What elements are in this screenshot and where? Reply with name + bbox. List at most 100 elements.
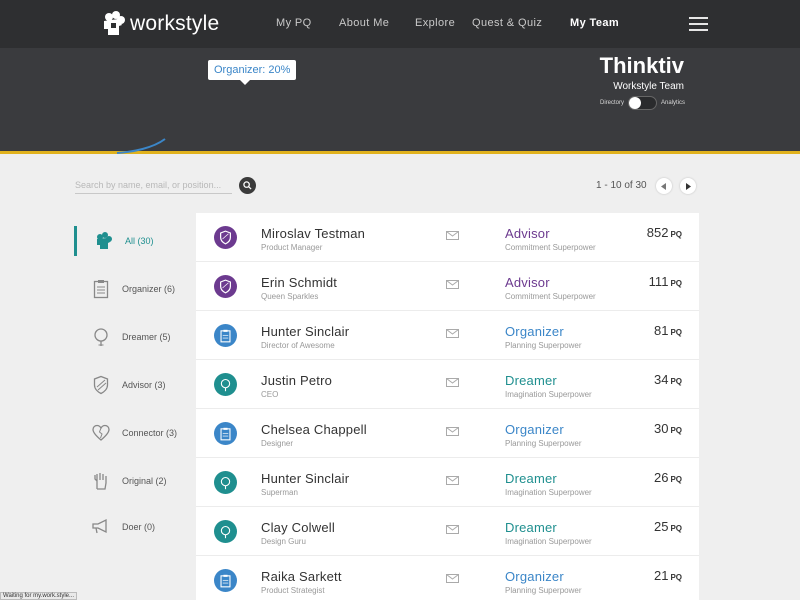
filter-label: Advisor (3) bbox=[122, 380, 166, 390]
email-icon[interactable] bbox=[446, 378, 459, 387]
browser-status-bar: Waiting for my.work.style... bbox=[0, 592, 78, 600]
filter-original[interactable]: Original (2) bbox=[74, 466, 192, 496]
company-name: Thinktiv bbox=[599, 53, 684, 78]
search-icon bbox=[243, 181, 252, 190]
table-row[interactable]: Hunter Sinclair Superman Dreamer Imagina… bbox=[196, 458, 699, 507]
pq-unit: PQ bbox=[670, 475, 682, 484]
pq-unit: PQ bbox=[670, 426, 682, 435]
view-toggle: Directory Analytics bbox=[600, 96, 685, 110]
nav-quest-quiz[interactable]: Quest & Quiz bbox=[472, 17, 543, 29]
prev-page-button[interactable] bbox=[656, 178, 672, 194]
person-title: Product Strategist bbox=[261, 586, 325, 595]
lightbulb-icon bbox=[214, 471, 237, 494]
nav-my-pq[interactable]: My PQ bbox=[276, 17, 312, 29]
workstyle-type: Organizer bbox=[505, 422, 564, 437]
chevron-right-icon bbox=[686, 182, 691, 190]
pq-score: 852 PQ bbox=[647, 225, 682, 240]
clipboard-icon bbox=[214, 324, 237, 347]
nav-about-me[interactable]: About Me bbox=[339, 17, 390, 29]
toggle-label-directory: Directory bbox=[600, 100, 625, 106]
logo-text: workstyle bbox=[130, 12, 220, 35]
brain-icon bbox=[94, 230, 114, 252]
hamburger-menu-icon[interactable] bbox=[689, 17, 708, 31]
workstyle-logo[interactable]: workstyle bbox=[102, 10, 219, 38]
filter-all[interactable]: All (30) bbox=[74, 226, 192, 256]
trend-curve bbox=[116, 138, 166, 154]
superpower: Commitment Superpower bbox=[505, 243, 596, 252]
clipboard-icon bbox=[91, 278, 111, 300]
pq-unit: PQ bbox=[670, 524, 682, 533]
superpower: Imagination Superpower bbox=[505, 390, 592, 399]
hand-icon bbox=[91, 470, 111, 492]
pq-value: 852 bbox=[646, 225, 669, 240]
filter-dreamer[interactable]: Dreamer (5) bbox=[74, 322, 192, 352]
brain-logo-icon bbox=[104, 11, 125, 35]
table-row[interactable]: Miroslav Testman Product Manager Advisor… bbox=[196, 213, 699, 262]
person-name[interactable]: Erin Schmidt bbox=[261, 275, 338, 290]
search-input[interactable] bbox=[75, 176, 232, 194]
person-name[interactable]: Justin Petro bbox=[261, 373, 333, 388]
top-nav: workstyle My PQ About Me Explore Quest &… bbox=[0, 0, 800, 48]
table-row[interactable]: Raika Sarkett Product Strategist Organiz… bbox=[196, 556, 699, 600]
pq-value: 26 bbox=[653, 470, 669, 485]
superpower: Planning Superpower bbox=[505, 586, 582, 595]
toggle-label-analytics: Analytics bbox=[661, 100, 686, 106]
chevron-left-icon bbox=[661, 182, 666, 190]
pq-score: 34 PQ bbox=[654, 372, 682, 387]
email-icon[interactable] bbox=[446, 574, 459, 583]
superpower: Planning Superpower bbox=[505, 341, 582, 350]
person-name[interactable]: Raika Sarkett bbox=[261, 569, 342, 584]
email-icon[interactable] bbox=[446, 280, 459, 289]
email-icon[interactable] bbox=[446, 525, 459, 534]
pq-value: 21 bbox=[653, 568, 669, 583]
email-icon[interactable] bbox=[446, 476, 459, 485]
filter-label: Connector (3) bbox=[122, 428, 178, 438]
person-name[interactable]: Clay Colwell bbox=[261, 520, 335, 535]
email-icon[interactable] bbox=[446, 231, 459, 240]
person-name[interactable]: Hunter Sinclair bbox=[261, 324, 350, 339]
shield-icon bbox=[91, 374, 111, 396]
pq-value: 81 bbox=[653, 323, 669, 338]
workstyle-type: Dreamer bbox=[505, 373, 557, 388]
email-icon[interactable] bbox=[446, 427, 459, 436]
filter-connector[interactable]: Connector (3) bbox=[74, 418, 192, 448]
clipboard-icon bbox=[214, 422, 237, 445]
table-row[interactable]: Hunter Sinclair Director of Awesome Orga… bbox=[196, 311, 699, 360]
superpower: Planning Superpower bbox=[505, 439, 582, 448]
heart-icon bbox=[91, 422, 111, 444]
email-icon[interactable] bbox=[446, 329, 459, 338]
table-row[interactable]: Clay Colwell Design Guru Dreamer Imagina… bbox=[196, 507, 699, 556]
person-title: CEO bbox=[261, 390, 279, 399]
person-name[interactable]: Chelsea Chappell bbox=[261, 422, 367, 437]
pq-unit: PQ bbox=[670, 230, 682, 239]
person-name[interactable]: Hunter Sinclair bbox=[261, 471, 350, 486]
lightbulb-icon bbox=[91, 326, 111, 348]
clipboard-icon bbox=[214, 569, 237, 592]
pq-score: 25 PQ bbox=[654, 519, 682, 534]
pq-score: 81 PQ bbox=[654, 323, 682, 338]
workstyle-type: Dreamer bbox=[505, 471, 557, 486]
organizer-tooltip: Organizer: 20% bbox=[208, 60, 297, 85]
workstyle-type: Organizer bbox=[505, 324, 564, 339]
nav-my-team[interactable]: My Team bbox=[570, 17, 620, 29]
table-row[interactable]: Justin Petro CEO Dreamer Imagination Sup… bbox=[196, 360, 699, 409]
person-title: Design Guru bbox=[261, 537, 306, 546]
person-name[interactable]: Miroslav Testman bbox=[261, 226, 366, 241]
filter-label: Doer (0) bbox=[122, 522, 156, 532]
nav-explore[interactable]: Explore bbox=[415, 17, 456, 29]
person-title: Product Manager bbox=[261, 243, 323, 252]
directory-analytics-switch[interactable] bbox=[628, 96, 658, 110]
person-title: Director of Awesome bbox=[261, 341, 335, 350]
filter-advisor[interactable]: Advisor (3) bbox=[74, 370, 192, 400]
next-page-button[interactable] bbox=[680, 178, 696, 194]
pq-value: 34 bbox=[653, 372, 669, 387]
table-row[interactable]: Chelsea Chappell Designer Organizer Plan… bbox=[196, 409, 699, 458]
table-row[interactable]: Erin Schmidt Queen Sparkles Advisor Comm… bbox=[196, 262, 699, 311]
superpower: Imagination Superpower bbox=[505, 488, 592, 497]
search-button[interactable] bbox=[239, 177, 256, 194]
filter-label: Original (2) bbox=[122, 476, 167, 486]
pq-value: 30 bbox=[653, 421, 669, 436]
filter-organizer[interactable]: Organizer (6) bbox=[74, 274, 192, 304]
filter-doer[interactable]: Doer (0) bbox=[74, 512, 192, 542]
pq-unit: PQ bbox=[670, 377, 682, 386]
